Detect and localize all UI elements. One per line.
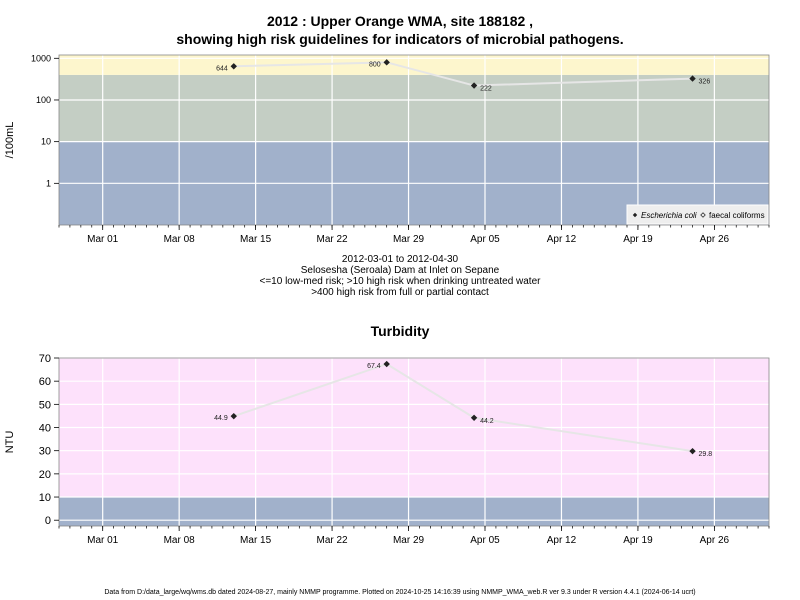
- y-tick-label: 1000: [31, 53, 51, 63]
- y-tick-label: 10: [39, 492, 51, 504]
- x-tick-label: Apr 05: [470, 234, 500, 245]
- risk-band: [59, 497, 769, 526]
- panel-2: Mar 01 Mar 08 Mar 15 Mar 22 Mar 29 Apr 05 Apr …: [4, 353, 770, 546]
- x-tick-label: Apr 12: [547, 535, 577, 546]
- data-label: 800: [369, 61, 381, 68]
- risk-band: [59, 74, 769, 142]
- x-tick-label: Mar 29: [393, 535, 425, 546]
- plot-frame: [58, 54, 770, 226]
- y-tick-label: 1: [46, 178, 51, 188]
- legend-faecal-label: faecal coliforms: [709, 211, 765, 220]
- series-line: [233, 362, 693, 453]
- x-tick-label: Mar 01: [87, 234, 119, 245]
- risk-caption-low: <=10 low-med risk; >10 high risk when dr…: [259, 276, 541, 287]
- date-range-caption: 2012-03-01 to 2012-04-30: [341, 254, 459, 265]
- y-tick-label: 100: [36, 95, 51, 105]
- chart-title-line2: showing high risk guidelines for indicat…: [176, 31, 624, 47]
- risk-band: [59, 55, 769, 75]
- panel-1: Mar 01 Mar 08 Mar 15 Mar 22 Mar 29 Apr 05 Apr …: [4, 53, 770, 245]
- x-tick-label: Apr 12: [547, 234, 577, 245]
- data-label: 67.4: [367, 363, 381, 370]
- turbidity-title: Turbidity: [370, 323, 430, 339]
- data-label: 44.2: [480, 418, 494, 425]
- data-label: 29.8: [699, 451, 713, 458]
- data-point: [470, 414, 478, 421]
- data-point: [689, 447, 696, 455]
- y-tick-label: 70: [39, 353, 51, 365]
- x-tick-label: Apr 19: [623, 234, 653, 245]
- data-label: 644: [216, 65, 228, 72]
- data-point: [383, 59, 390, 66]
- chart-title-line1: 2012 : Upper Orange WMA, site 188182 ,: [266, 13, 534, 29]
- y-tick-label: 20: [39, 469, 51, 481]
- series-line: [233, 61, 693, 87]
- legend-ecoli-label: Escherichia coli: [641, 211, 697, 220]
- data-label: 222: [480, 86, 492, 93]
- x-tick-label: Mar 08: [164, 535, 196, 546]
- risk-caption-high: >400 high risk from full or partial cont…: [311, 287, 489, 298]
- legend-box: [626, 204, 769, 225]
- data-point: [230, 63, 237, 70]
- legend-ecoli-marker: [632, 212, 638, 218]
- x-tick-label: Apr 26: [700, 535, 730, 546]
- y-tick-label: 0: [45, 515, 51, 527]
- y-axis-label: NTU: [4, 431, 16, 454]
- x-tick-label: Mar 22: [317, 535, 349, 546]
- x-tick-label: Mar 15: [240, 535, 272, 546]
- x-tick-label: Mar 15: [240, 234, 272, 245]
- footer-note: Data from D:/data_large/wq/wms.db dated …: [104, 589, 696, 596]
- x-tick-label: Apr 19: [623, 535, 653, 546]
- legend-faecal-marker: [700, 212, 706, 218]
- y-tick-label: 10: [41, 137, 51, 147]
- data-point: [230, 412, 237, 420]
- x-tick-label: Mar 01: [87, 535, 119, 546]
- data-label: 44.9: [214, 415, 228, 422]
- data-point: [470, 82, 478, 89]
- x-tick-label: Apr 05: [470, 535, 500, 546]
- data-point: [383, 360, 390, 368]
- data-point: [689, 75, 696, 82]
- x-tick-label: Mar 08: [164, 234, 196, 245]
- x-tick-label: Mar 29: [393, 234, 425, 245]
- y-tick-label: 50: [39, 399, 51, 411]
- x-tick-label: Mar 22: [317, 234, 349, 245]
- x-tick-label: Apr 26: [700, 234, 730, 245]
- site-caption: Selosesha (Seroala) Dam at Inlet on Sepa…: [300, 265, 500, 276]
- y-tick-label: 60: [39, 376, 51, 388]
- data-label: 326: [699, 79, 711, 86]
- y-tick-label: 30: [39, 446, 51, 458]
- y-tick-label: 40: [39, 423, 51, 435]
- y-axis-label: /100mL: [4, 122, 16, 159]
- plot-frame: [58, 357, 770, 527]
